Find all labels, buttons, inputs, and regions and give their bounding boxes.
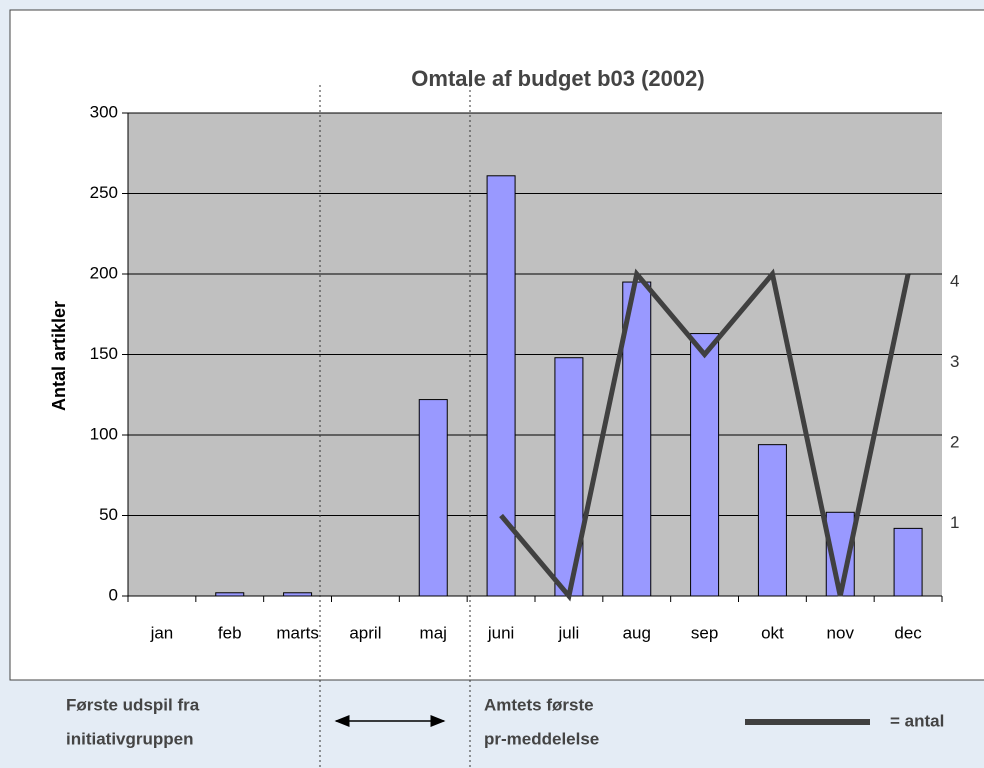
- y-tick-label: 250: [90, 183, 118, 202]
- y-axis-label: Antal artikler: [49, 301, 69, 411]
- y-tick-label: 150: [90, 344, 118, 363]
- x-tick-label: juni: [487, 623, 514, 642]
- y-tick-label: 50: [99, 505, 118, 524]
- x-tick-label: maj: [420, 623, 447, 642]
- x-tick-label: nov: [827, 623, 855, 642]
- plot: 0 50 100 150 200 250 300 1 2 3 4 jan feb marts april ma…: [90, 102, 960, 642]
- x-tick-label: feb: [218, 623, 242, 642]
- bar: [622, 281, 652, 597]
- x-tick-label: sep: [691, 623, 718, 642]
- y2-tick-label: 2: [950, 432, 959, 451]
- bar: [893, 527, 923, 597]
- y-tick-label: 300: [90, 102, 118, 121]
- y2-tick-label: 3: [950, 352, 959, 371]
- bar: [690, 333, 720, 597]
- chart-title: Omtale af budget b03 (2002): [411, 66, 704, 91]
- legend-label: = antal: [890, 711, 944, 730]
- annotation: initiativgruppen: [66, 729, 194, 748]
- y-tick-label: 200: [90, 263, 118, 282]
- x-tick-label: juli: [558, 623, 580, 642]
- annotation: pr-meddelelse: [484, 729, 599, 748]
- annotation: Amtets første: [484, 695, 594, 714]
- x-tick-label: aug: [623, 623, 651, 642]
- y2-tick-label: 4: [950, 271, 959, 290]
- x-tick-label: okt: [761, 623, 784, 642]
- bar: [418, 399, 448, 597]
- x-tick-label: jan: [150, 623, 174, 642]
- x-tick-label: marts: [276, 623, 319, 642]
- bar: [486, 175, 516, 597]
- y2-tick-label: 1: [950, 513, 959, 532]
- bar: [215, 592, 245, 597]
- line-series: [499, 268, 911, 602]
- bar: [757, 444, 787, 597]
- x-tick-label: april: [349, 623, 381, 642]
- x-tick-label: dec: [894, 623, 922, 642]
- bar: [283, 592, 313, 597]
- annotation: Første udspil fra: [66, 695, 200, 714]
- y-tick-label: 100: [90, 424, 118, 443]
- y-tick-label: 0: [109, 585, 118, 604]
